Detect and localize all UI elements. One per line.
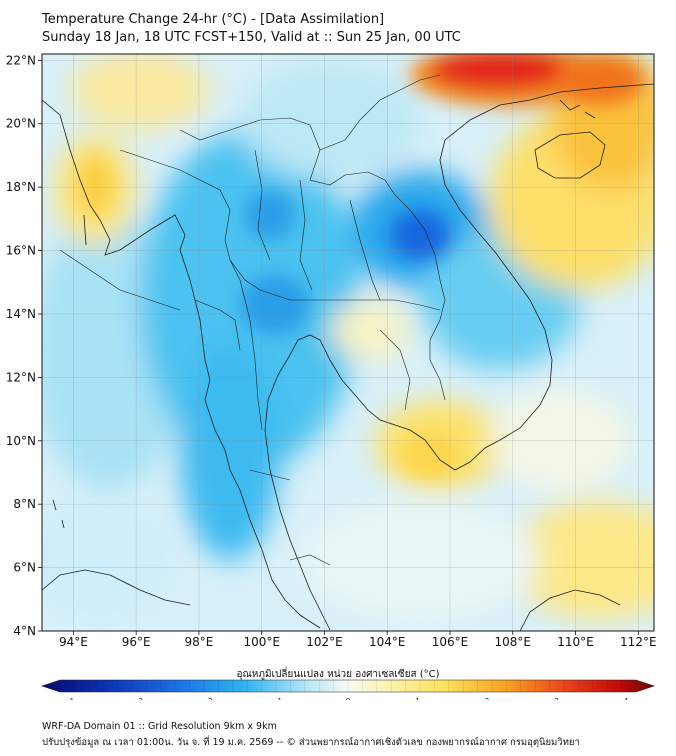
temperature-field (42, 54, 654, 631)
lat-tick-label: 18°N (6, 180, 36, 194)
temperature-change-map: 94°E 96°E 98°E 100°E 102°E 104°E 106°E 108°E 110… (6, 53, 657, 700)
lon-tick-label: 108°E (495, 635, 532, 649)
colorbar-ticks: -4 -3 -2 -1 0 1 2 3 4 (67, 697, 629, 700)
graticule (42, 54, 654, 631)
lat-tick-label: 14°N (6, 307, 36, 321)
colorbar-tick-label: -4 (67, 697, 75, 700)
footer-model-info: WRF-DA Domain 01 :: Grid Resolution 9km … (42, 721, 277, 732)
lat-tick-label: 6°N (13, 561, 36, 575)
lon-tick-label: 104°E (369, 635, 406, 649)
lon-tick-label: 100°E (243, 635, 280, 649)
lat-tick-label: 20°N (6, 117, 36, 131)
colorbar-tick-label: 3 (554, 697, 558, 700)
colorbar-gradient (41, 679, 655, 693)
colorbar: -4 -3 -2 -1 0 1 2 3 4 (41, 679, 655, 700)
colorbar-tick-label: 4 (624, 697, 629, 700)
colorbar-tick-label: 1 (415, 697, 419, 700)
lon-tick-label: 102°E (306, 635, 343, 649)
colorbar-tick-label: -1 (275, 697, 282, 700)
chart-title: Temperature Change 24-hr (°C) - [Data As… (42, 12, 385, 27)
lon-tick-label: 96°E (122, 635, 151, 649)
footer-update-info: ปรับปรุงข้อมูล ณ เวลา 01:00น. วัน จ. ที่… (42, 737, 580, 748)
borders (59, 74, 446, 566)
colorbar-title: อุณหภูมิเปลี่ยนแปลง หน่วย องศาเซลเซียส (… (236, 669, 440, 680)
colorbar-tick-label: -3 (136, 697, 143, 700)
lat-tick-label: 12°N (6, 370, 36, 384)
lat-tick-label: 16°N (6, 244, 36, 258)
lat-tick-label: 4°N (13, 624, 36, 638)
lat-tick-label: 22°N (6, 53, 36, 67)
chart-subtitle: Sunday 18 Jan, 18 UTC FCST+150, Valid at… (42, 30, 461, 45)
longitude-labels: 94°E 96°E 98°E 100°E 102°E 104°E 106°E 108°E 110… (59, 631, 657, 649)
lon-tick-label: 98°E (184, 635, 213, 649)
lon-tick-label: 110°E (557, 635, 594, 649)
lat-tick-label: 10°N (6, 434, 36, 448)
colorbar-tick-label: -2 (206, 697, 213, 700)
latitude-labels: 22°N 20°N 18°N 16°N 14°N 12°N 10°N 8°N 6°N 4°N (6, 53, 42, 638)
lon-tick-label: 106°E (432, 635, 469, 649)
coastlines (42, 83, 654, 631)
lon-tick-label: 112°E (620, 635, 657, 649)
lat-tick-label: 8°N (13, 497, 36, 511)
colorbar-tick-label: 2 (485, 697, 489, 700)
colorbar-tick-label: 0 (346, 697, 350, 700)
lon-tick-label: 94°E (59, 635, 88, 649)
map-frame (41, 53, 655, 632)
